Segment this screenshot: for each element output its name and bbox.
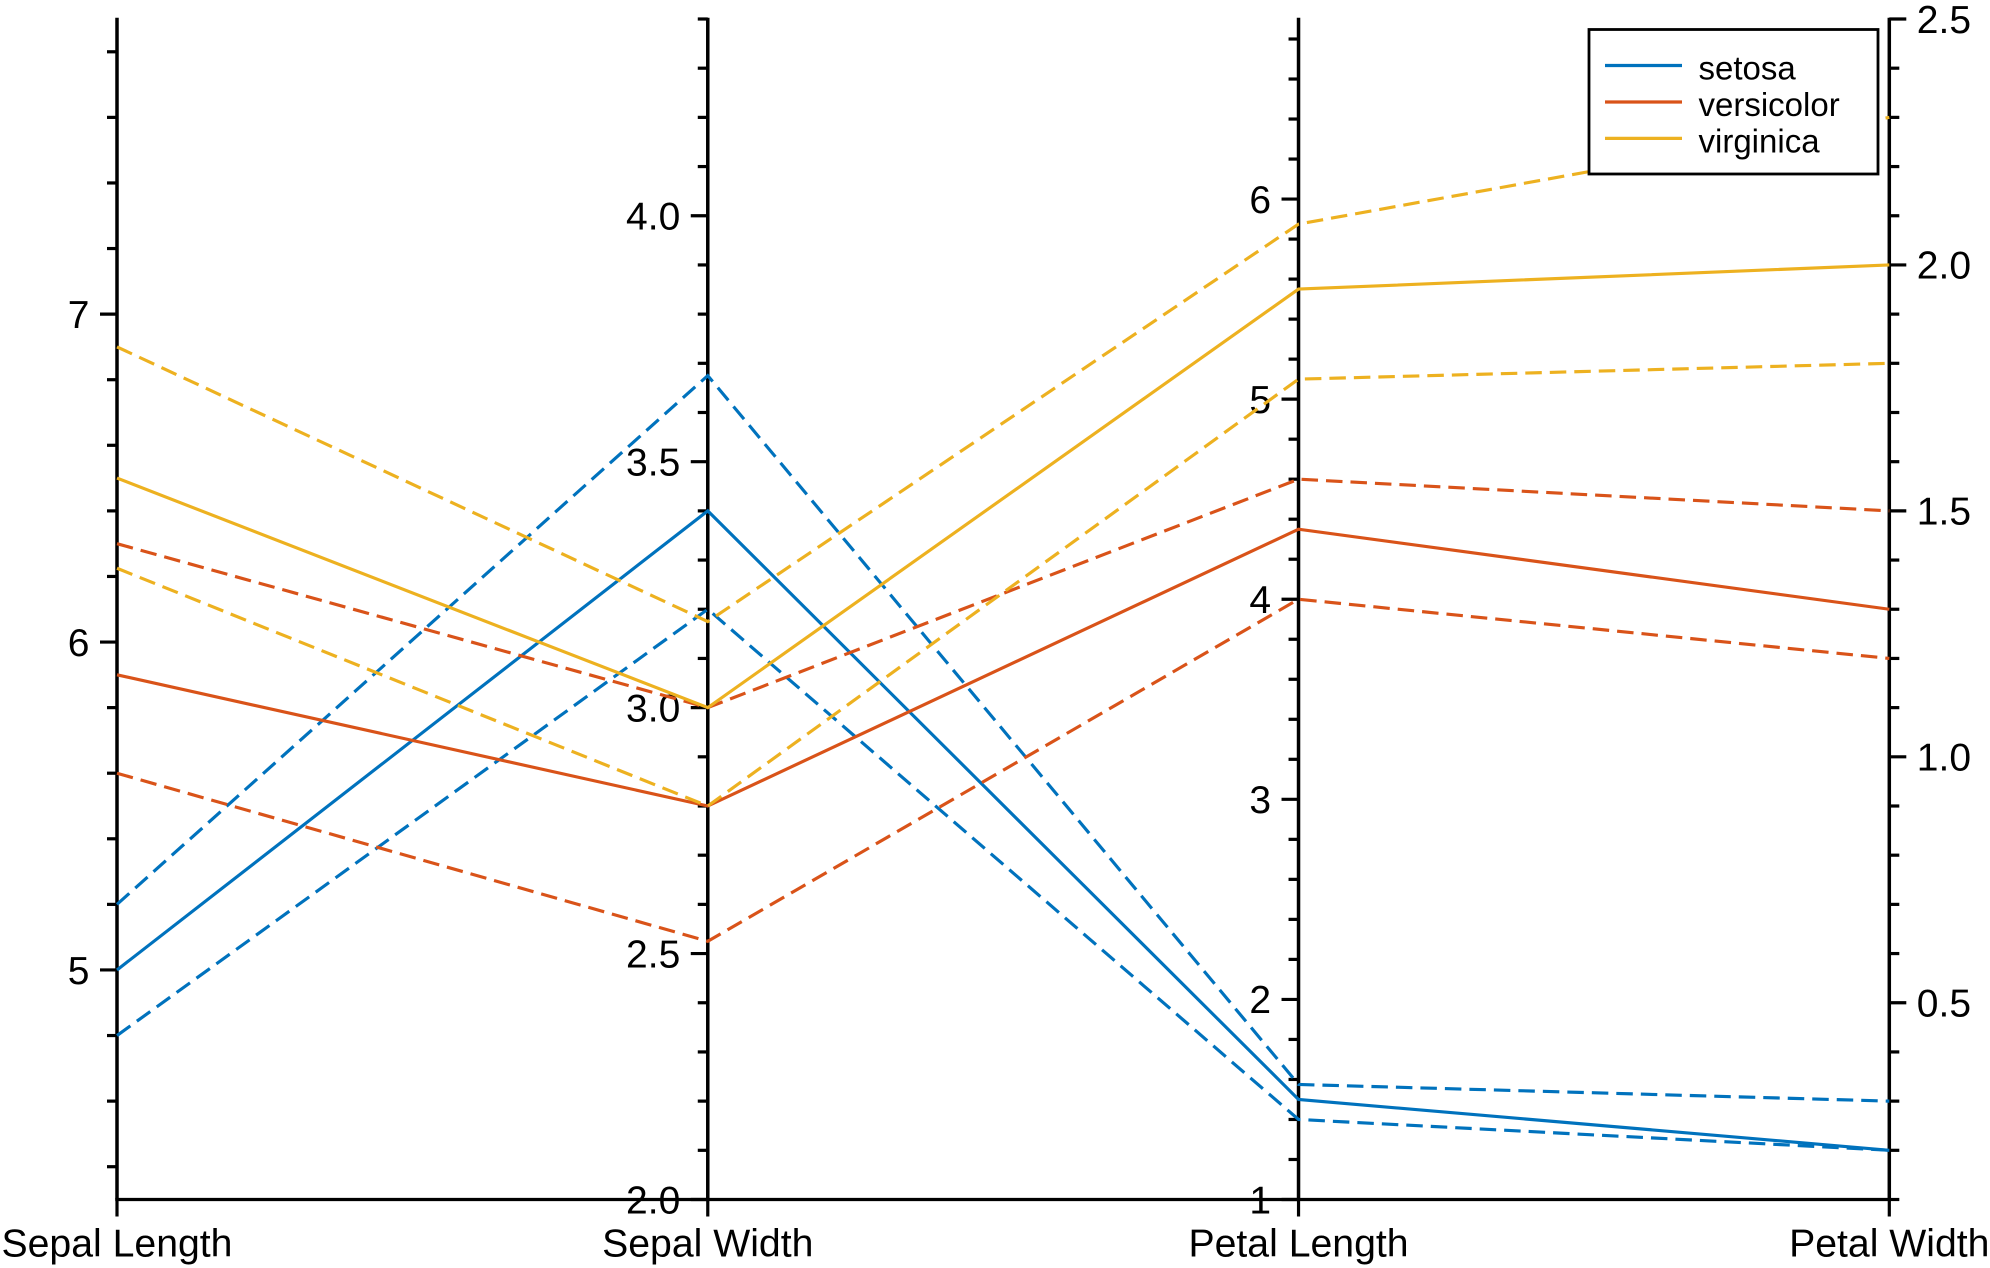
svg-text:Petal Length: Petal Length xyxy=(1188,1223,1408,1266)
svg-text:1.0: 1.0 xyxy=(1917,737,1971,780)
svg-text:virginica: virginica xyxy=(1699,122,1821,159)
svg-text:setosa: setosa xyxy=(1699,50,1797,87)
svg-text:0.5: 0.5 xyxy=(1917,983,1971,1026)
svg-text:6: 6 xyxy=(1249,179,1271,222)
svg-text:5: 5 xyxy=(68,950,90,993)
svg-text:Sepal Width: Sepal Width xyxy=(602,1223,813,1266)
svg-text:3.5: 3.5 xyxy=(626,441,680,484)
svg-text:7: 7 xyxy=(68,294,90,337)
svg-text:versicolor: versicolor xyxy=(1699,86,1840,123)
svg-text:2.5: 2.5 xyxy=(1917,0,1971,42)
svg-text:Sepal Length: Sepal Length xyxy=(2,1223,233,1266)
svg-text:2: 2 xyxy=(1249,979,1271,1022)
svg-text:Petal Width: Petal Width xyxy=(1789,1223,1989,1266)
svg-text:3: 3 xyxy=(1249,779,1271,822)
svg-text:4.0: 4.0 xyxy=(626,196,680,239)
svg-text:6: 6 xyxy=(68,622,90,665)
svg-text:1: 1 xyxy=(1249,1179,1271,1222)
svg-text:2.5: 2.5 xyxy=(626,933,680,976)
svg-text:1.5: 1.5 xyxy=(1917,491,1971,534)
svg-text:4: 4 xyxy=(1249,579,1271,622)
svg-text:2.0: 2.0 xyxy=(1917,245,1971,288)
svg-text:2.0: 2.0 xyxy=(626,1179,680,1222)
